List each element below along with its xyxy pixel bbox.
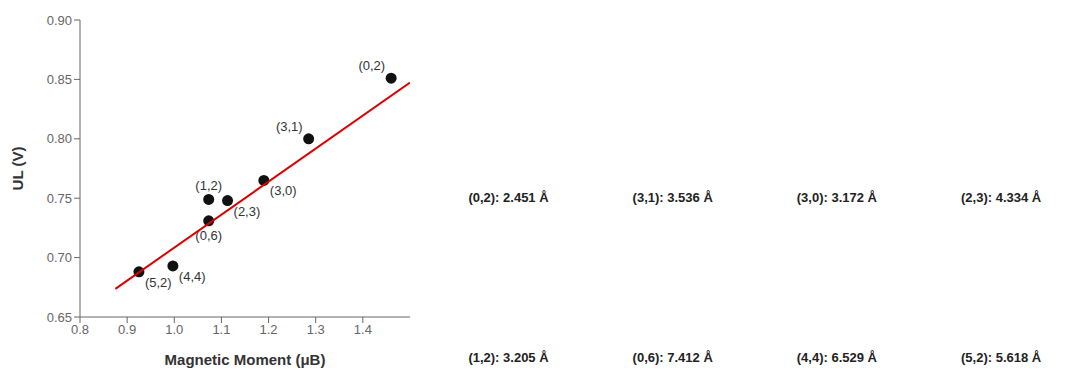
svg-text:0.90: 0.90 bbox=[47, 13, 72, 28]
svg-text:0.65: 0.65 bbox=[47, 310, 72, 325]
svg-text:(3,0): (3,0) bbox=[270, 183, 297, 198]
svg-text:1.3: 1.3 bbox=[307, 322, 325, 337]
svg-text:(1,2): (1,2) bbox=[195, 178, 222, 193]
html-text:(5,2): 5.618 Å: (5,2): 5.618 Å bbox=[961, 350, 1042, 365]
svg-text:1.0: 1.0 bbox=[165, 322, 183, 337]
html-text:(0,6): 7.412 Å: (0,6): 7.412 Å bbox=[632, 350, 713, 365]
html-text:(3,1): 3.536 Å: (3,1): 3.536 Å bbox=[632, 190, 713, 205]
svg-text:0.85: 0.85 bbox=[47, 72, 72, 87]
svg-text:1.1: 1.1 bbox=[212, 322, 230, 337]
svg-text:UL (V): UL (V) bbox=[9, 147, 26, 191]
svg-text:(2,3): (2,3) bbox=[234, 204, 261, 219]
svg-text:1.4: 1.4 bbox=[354, 322, 372, 337]
svg-text:(4,4): (4,4) bbox=[179, 269, 206, 284]
svg-text:1.2: 1.2 bbox=[260, 322, 278, 337]
html-text:(0,2): 2.451 Å: (0,2): 2.451 Å bbox=[468, 190, 549, 205]
svg-text:0.8: 0.8 bbox=[71, 322, 89, 337]
svg-text:Magnetic Moment (μB): Magnetic Moment (μB) bbox=[165, 351, 326, 368]
html-text:(1,2): 3.205 Å: (1,2): 3.205 Å bbox=[468, 350, 549, 365]
svg-text:(5,2): (5,2) bbox=[145, 275, 172, 290]
html-text:(3,0): 3.172 Å: (3,0): 3.172 Å bbox=[796, 190, 877, 205]
svg-text:(0,2): (0,2) bbox=[358, 58, 385, 73]
svg-text:0.9: 0.9 bbox=[118, 322, 136, 337]
svg-text:(0,6): (0,6) bbox=[195, 227, 223, 243]
svg-text:0.75: 0.75 bbox=[47, 191, 72, 206]
svg-text:0.80: 0.80 bbox=[47, 131, 72, 146]
svg-text:(3,1): (3,1) bbox=[276, 119, 303, 134]
html-text:(2,3): 4.334 Å: (2,3): 4.334 Å bbox=[961, 190, 1042, 205]
html-text:(4,4): 6.529 Å: (4,4): 6.529 Å bbox=[796, 350, 877, 365]
svg-text:0.70: 0.70 bbox=[47, 250, 72, 265]
